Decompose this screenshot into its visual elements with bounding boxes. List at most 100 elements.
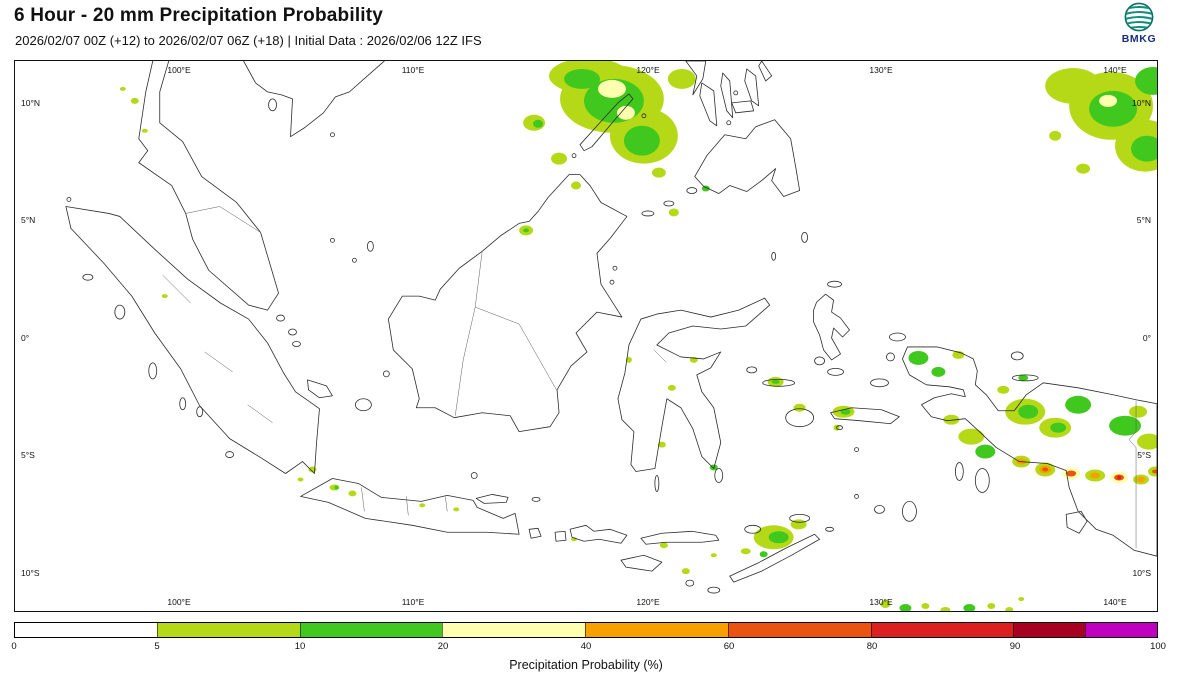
colorbar-segment-5-10 xyxy=(156,623,300,637)
precip-blob xyxy=(623,125,660,156)
colorbar-segment-0-5 xyxy=(15,623,157,637)
precip-blob xyxy=(1076,163,1091,174)
coastline-java xyxy=(300,478,520,535)
precip-blob xyxy=(943,414,960,425)
island-kangean xyxy=(531,497,541,502)
precip-blob xyxy=(523,228,530,233)
map-canvas xyxy=(65,61,1157,611)
island-phuquoc xyxy=(268,98,277,112)
precip-blob xyxy=(940,607,951,611)
island-sumbawa xyxy=(569,524,628,544)
precip-blob xyxy=(564,68,600,89)
island-timor xyxy=(729,533,820,583)
border-kalimantan-1 xyxy=(454,251,483,416)
precip-blob xyxy=(1090,472,1101,479)
lon-label-bottom: 100°E xyxy=(167,596,191,607)
island-siberut xyxy=(148,362,158,380)
colorbar-segment-80-90 xyxy=(870,623,1014,637)
island-misool xyxy=(870,378,889,388)
lon-label-bottom: 130°E xyxy=(869,596,893,607)
precip-blob xyxy=(1129,405,1148,418)
precip-blob xyxy=(1045,67,1102,104)
colorbar-segment-60-80 xyxy=(727,623,871,637)
precip-blob xyxy=(771,379,780,384)
precip-blob xyxy=(840,408,851,415)
island-enggano xyxy=(225,451,235,458)
lon-label-bottom: 140°E xyxy=(1103,596,1127,607)
lat-label-right: 10°N xyxy=(1132,98,1151,108)
island-flores xyxy=(640,530,720,545)
colorbar-tick-label: 80 xyxy=(866,641,878,652)
island-natuna xyxy=(366,240,374,252)
precip-blob xyxy=(667,68,696,89)
border-java-3 xyxy=(444,496,448,512)
precip-blob xyxy=(1050,422,1067,433)
bmkg-globe-icon xyxy=(1124,2,1154,32)
precip-blob xyxy=(1152,469,1157,474)
coastline-mindanao xyxy=(694,119,801,197)
island-jolo xyxy=(663,200,675,207)
lon-label-bottom: 110°E xyxy=(401,596,425,607)
precip-blob xyxy=(987,603,996,610)
island-banda xyxy=(854,447,859,452)
island-negros xyxy=(699,82,718,127)
island-babar xyxy=(874,504,885,514)
lon-label-top: 140°E xyxy=(1103,65,1127,75)
island-riau-2 xyxy=(288,328,297,336)
island-yos-sudarso xyxy=(1065,510,1088,534)
island-pagai xyxy=(179,397,187,411)
island-alor xyxy=(744,524,762,534)
precip-blob xyxy=(1117,475,1122,480)
lat-label-right: 0° xyxy=(1142,333,1151,343)
precip-blob xyxy=(740,548,751,555)
precip-blob xyxy=(921,603,930,610)
island-simeulue xyxy=(82,273,94,281)
precip-blob xyxy=(667,384,676,391)
lat-label-left: 5°N xyxy=(21,215,36,225)
island-nunukan xyxy=(609,279,615,285)
colorbar-tick-label: 40 xyxy=(580,641,592,652)
coastline-layer xyxy=(65,61,1157,594)
island-conson xyxy=(330,132,335,138)
island-buru xyxy=(785,408,815,428)
coastline-seram xyxy=(830,407,900,425)
precip-blob xyxy=(958,428,985,445)
border-sumatra-1 xyxy=(162,275,191,304)
island-tawitawi xyxy=(641,210,655,217)
island-bawean xyxy=(470,472,478,479)
colorbar-ticks: 0 5 10 20 40 60 80 90 100 xyxy=(11,641,1166,654)
island-sumba xyxy=(620,554,663,572)
border-papua-png xyxy=(1128,400,1137,549)
colorbar-tick-label: 20 xyxy=(437,641,449,652)
island-camiguin xyxy=(733,90,739,96)
precip-blob xyxy=(625,356,632,363)
coastline-indochina xyxy=(243,61,385,138)
island-nias xyxy=(114,304,126,320)
lat-label-left: 5°S xyxy=(21,450,35,460)
precip-blob xyxy=(790,519,807,530)
island-buton xyxy=(714,468,724,483)
map-area: 100°E 100°E 110°E 110°E 120°E 120°E 130°E 130°E… xyxy=(14,60,1158,612)
colorbar-segment-10-20 xyxy=(299,623,443,637)
island-rote xyxy=(707,586,721,594)
coastline-sulawesi xyxy=(617,297,771,472)
lat-label-right: 5°N xyxy=(1136,215,1151,225)
lon-label-top: 120°E xyxy=(636,65,660,75)
lon-label-bottom: 120°E xyxy=(636,596,660,607)
island-salawati xyxy=(886,352,895,362)
island-siquijor xyxy=(726,120,732,126)
island-damar xyxy=(854,494,859,499)
precip-blob xyxy=(1018,374,1029,381)
precip-blob xyxy=(141,128,148,133)
lon-label-top: 100°E xyxy=(167,65,191,75)
precip-blob xyxy=(651,167,666,178)
precip-blob xyxy=(1131,135,1157,162)
colorbar-segment-90-95 xyxy=(1013,623,1086,637)
precip-blob xyxy=(1137,433,1157,450)
precip-blob xyxy=(1066,470,1077,477)
island-anambas xyxy=(330,237,335,243)
island-selayar xyxy=(654,475,660,492)
island-biak xyxy=(1010,351,1024,361)
border-sumatra-3 xyxy=(247,404,273,423)
